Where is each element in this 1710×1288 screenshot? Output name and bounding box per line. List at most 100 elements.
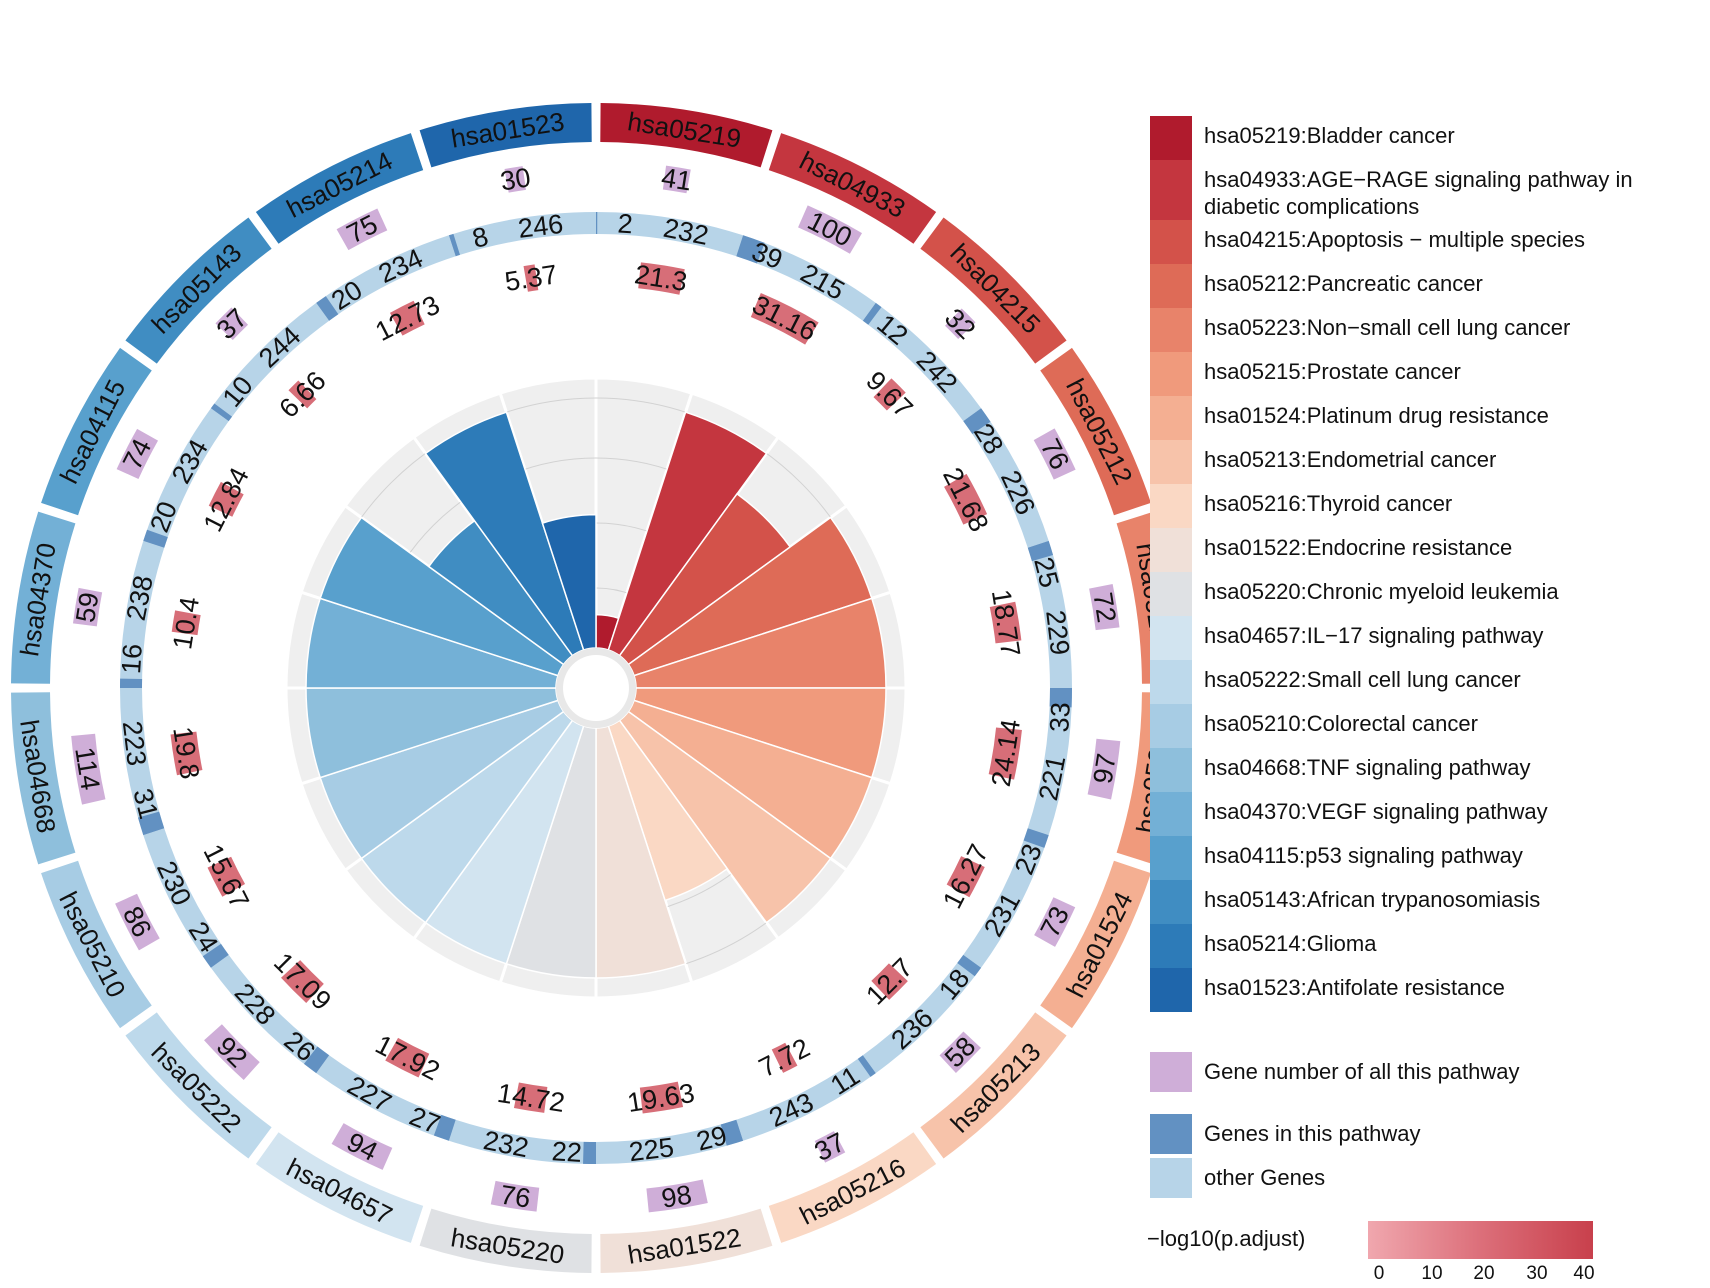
legend-swatch (1150, 220, 1192, 264)
other-genes-mark (596, 212, 744, 257)
pathway-id-segment (600, 103, 773, 168)
legend-item: hsa04370:VEGF signaling pathway (1150, 792, 1690, 836)
total-gene-mark (798, 205, 863, 254)
total-gene-label: 76 (498, 1179, 532, 1213)
neglog-label: 19.63 (625, 1078, 696, 1118)
legend-item: hsa04215:Apoptosis − multiple species (1150, 220, 1690, 264)
neglog-mark (639, 1081, 684, 1114)
pathway-legend: hsa05219:Bladder cancer hsa04933:AGE−RAGE… (1150, 116, 1690, 1012)
total-gene-label: 37 (211, 303, 253, 345)
total-gene-label: 41 (659, 162, 693, 196)
legend-swatch (1150, 1052, 1192, 1092)
pathway-id-segment (255, 133, 424, 244)
genes-in-pathway-mark (202, 943, 229, 968)
legend-swatch (1150, 616, 1192, 660)
legend-item: hsa05215:Prostate cancer (1150, 352, 1690, 396)
neglog-label: 21.3 (633, 259, 690, 297)
neglog-mark (523, 264, 539, 292)
neglog-mark (385, 1037, 430, 1078)
other-genes-label: 232 (661, 213, 711, 251)
pathway-id-segment (419, 103, 592, 168)
legend-swatch (1150, 264, 1192, 308)
legend-label: hsa04657:IL−17 signaling pathway (1204, 623, 1544, 648)
neglog-label: 17.09 (268, 947, 337, 1016)
legend-item: hsa05210:Colorectal cancer (1150, 704, 1690, 748)
total-gene-mark (646, 1179, 708, 1213)
genes-in-pathway-label: 33 (1044, 701, 1076, 733)
genes-in-pathway-mark (857, 1055, 876, 1077)
pathway-id-segment (1040, 860, 1151, 1029)
neglog-mark (171, 610, 201, 636)
neglog-mark (638, 262, 685, 295)
total-gene-mark (814, 1131, 846, 1163)
total-gene-mark (1089, 583, 1120, 631)
legend-item: hsa05223:Non−small cell lung cancer (1150, 308, 1690, 352)
other-genes-mark (1027, 688, 1072, 836)
pathway-id-segment (125, 217, 272, 364)
other-genes-label: 221 (1033, 753, 1071, 803)
legend-swatch (1150, 924, 1192, 968)
neglog-mark (988, 727, 1022, 780)
pathway-id-segment (1040, 347, 1151, 516)
neglog-mark (946, 856, 985, 898)
legend-label: hsa04215:Apoptosis − multiple species (1204, 227, 1585, 252)
legend-item: hsa01522:Endocrine resistance (1150, 528, 1690, 572)
neglog-label: 12.7 (860, 952, 918, 1010)
neglog-label: 24.14 (986, 717, 1026, 788)
neglog-label: 17.92 (371, 1029, 445, 1086)
total-gene-mark (1033, 428, 1076, 480)
legend-swatch (1150, 792, 1192, 836)
legend-item: hsa05219:Bladder cancer (1150, 116, 1690, 160)
total-gene-mark (945, 308, 976, 339)
genes-in-pathway-mark (1049, 688, 1072, 708)
neglog-mark (771, 1042, 798, 1073)
legend-label: hsa05213:Endometrial cancer (1204, 447, 1497, 472)
legend-label: hsa05212:Pancreatic cancer (1204, 271, 1483, 296)
legend-item: hsa05222:Small cell lung cancer (1150, 660, 1690, 704)
neglog-label: 31.16 (747, 290, 821, 347)
legend-swatch (1150, 572, 1192, 616)
neglog-mark (513, 1082, 548, 1113)
total-gene-label: 98 (659, 1179, 693, 1213)
legend-item: hsa05213:Endometrial cancer (1150, 440, 1690, 484)
total-gene-label: 114 (69, 745, 105, 792)
pathway-id-segment (125, 1012, 272, 1159)
other-genes-mark (210, 302, 330, 422)
gradient-bar (1368, 1221, 1593, 1259)
total-gene-mark (204, 1024, 260, 1080)
legend-label: hsa05222:Small cell lung cancer (1204, 667, 1521, 692)
inner-radial-bars (284, 376, 908, 1000)
total-gene-label: 37 (810, 1127, 850, 1167)
legend-swatch (1150, 836, 1192, 880)
genes-in-pathway-mark (596, 212, 598, 235)
total-gene-mark (116, 428, 159, 480)
legend-swatch (1150, 748, 1192, 792)
legend-swatch (1150, 660, 1192, 704)
neglog-mark (170, 731, 203, 776)
other-genes-label: 232 (481, 1125, 531, 1163)
legend-swatch (1150, 968, 1192, 1012)
legend-swatch (1150, 396, 1192, 440)
gradient-tick: 20 (1473, 1263, 1495, 1284)
legend-swatch (1150, 1114, 1192, 1154)
neglog-label: 21.68 (937, 463, 994, 537)
other-genes-mark (316, 1055, 456, 1141)
neglog-label: 10.4 (167, 595, 205, 652)
other-genes-label: 238 (121, 573, 159, 623)
genes-in-pathway-mark (1023, 828, 1049, 848)
total-gene-label: 30 (498, 162, 532, 196)
legend-label: hsa05216:Thyroid cancer (1204, 491, 1453, 516)
legend-swatch (1150, 440, 1192, 484)
legend-swatch (1150, 308, 1192, 352)
neglog-mark (281, 960, 324, 1003)
gradient-tick: 30 (1526, 1263, 1548, 1284)
total-gene-label: 97 (1087, 751, 1121, 785)
other-genes-mark (736, 235, 876, 321)
neglog-label: 12.73 (371, 290, 445, 347)
legend-item: hsa05212:Pancreatic cancer (1150, 264, 1690, 308)
neglog-label: 18.77 (986, 587, 1026, 658)
legend-swatch (1150, 484, 1192, 528)
genes-in-pathway-mark (210, 403, 233, 422)
total-gene-mark (504, 166, 526, 193)
